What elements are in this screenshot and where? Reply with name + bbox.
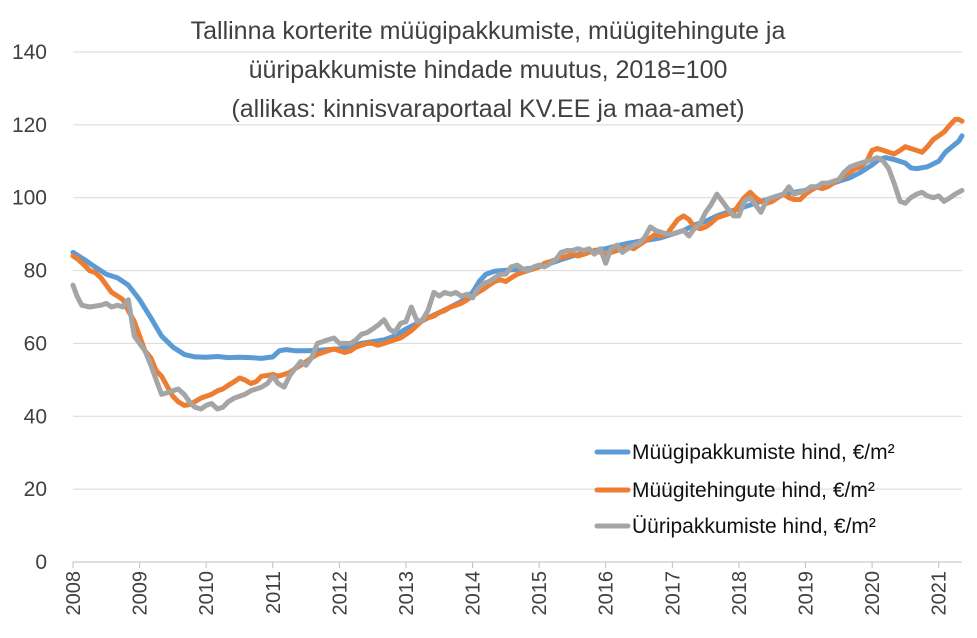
- x-tick-label-2020: 2020: [862, 571, 884, 616]
- chart-title: Tallinna korterite müügipakkumiste, müüg…: [191, 17, 786, 123]
- gridlines: [73, 51, 962, 490]
- y-tick-labels: 0 20 40 60 80 100 120 140: [12, 41, 47, 574]
- x-tick-label-2016: 2016: [596, 571, 618, 616]
- y-tick-label-120: 120: [12, 114, 47, 137]
- x-tick-label-2014: 2014: [463, 571, 485, 616]
- y-tick-label-40: 40: [24, 405, 47, 428]
- x-tick-label-2010: 2010: [196, 571, 218, 616]
- x-tick-label-2017: 2017: [662, 571, 684, 616]
- series-line-3: [70, 155, 965, 412]
- x-tick-labels: 2008 2009 2010 2011 2012 2013 2014 2015 2016 2017…: [63, 571, 951, 616]
- title-line-1: Tallinna korterite müügipakkumiste, müüg…: [191, 17, 786, 45]
- axes: [72, 561, 962, 568]
- y-tick-label-60: 60: [24, 332, 47, 355]
- x-tick-label-2019: 2019: [796, 571, 818, 616]
- x-tick-label-2008: 2008: [63, 571, 85, 616]
- legend-label-series-1: Müügipakkumiste hind, €/m²: [632, 441, 895, 464]
- title-line-2: üüripakkumiste hindade muutus, 2018=100: [249, 56, 728, 84]
- y-tick-label-100: 100: [12, 187, 47, 210]
- data-series: [70, 116, 965, 412]
- x-tick-label-2018: 2018: [729, 571, 751, 616]
- x-tick-label-2012: 2012: [329, 571, 351, 616]
- x-tick-label-2015: 2015: [529, 571, 551, 616]
- y-tick-label-80: 80: [24, 260, 47, 283]
- legend-label-series-3: Üüripakkumiste hind, €/m²: [632, 515, 876, 538]
- x-tick-label-2011: 2011: [263, 571, 285, 614]
- y-tick-label-140: 140: [12, 41, 47, 64]
- y-tick-label-0: 0: [35, 551, 47, 574]
- legend: Müügipakkumiste hind, €/m² Müügitehingut…: [594, 441, 895, 538]
- x-tick-label-2009: 2009: [130, 571, 152, 616]
- title-line-3: (allikas: kinnisvaraportaal KV.EE ja maa…: [231, 95, 744, 123]
- x-tick-label-2021: 2021: [929, 571, 951, 616]
- y-tick-label-20: 20: [24, 478, 47, 501]
- x-tick-label-2013: 2013: [396, 571, 418, 616]
- legend-label-series-2: Müügitehingute hind, €/m²: [632, 479, 875, 502]
